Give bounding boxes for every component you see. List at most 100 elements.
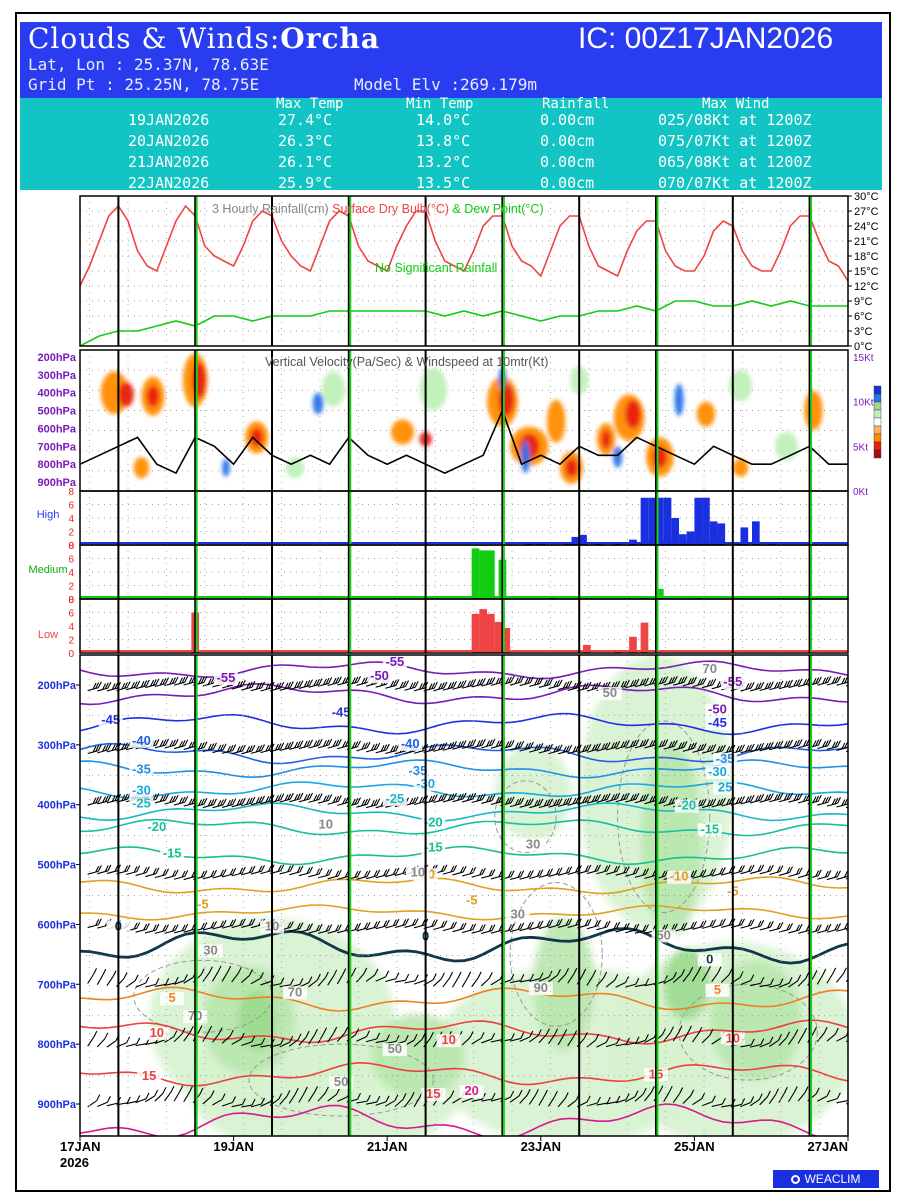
wind-barb bbox=[625, 1036, 640, 1046]
barb-feather bbox=[735, 797, 740, 804]
barb-feather bbox=[226, 799, 231, 807]
barb-feather bbox=[411, 681, 416, 689]
barb-feather bbox=[573, 967, 578, 975]
barb-feather bbox=[313, 740, 318, 747]
barb-feather bbox=[642, 678, 647, 685]
barb-feather bbox=[289, 681, 294, 688]
barb-feather bbox=[498, 870, 503, 878]
vv-cell bbox=[565, 458, 578, 477]
barb-feather bbox=[328, 924, 333, 931]
barb-shaft bbox=[202, 926, 214, 931]
barb-shaft bbox=[634, 683, 646, 688]
wind-barb bbox=[605, 740, 621, 751]
barb-feather bbox=[95, 745, 100, 752]
barb-feather bbox=[354, 923, 359, 931]
barb-shaft bbox=[644, 874, 656, 879]
barb-feather bbox=[793, 1086, 798, 1093]
wind-barb bbox=[788, 923, 803, 934]
barb-shaft bbox=[404, 1097, 412, 1108]
barb-feather bbox=[418, 796, 423, 804]
label-bg bbox=[705, 765, 730, 779]
barb-feather bbox=[92, 682, 97, 690]
barb-feather bbox=[750, 681, 755, 689]
barb-shaft bbox=[615, 745, 627, 750]
barb-feather bbox=[721, 918, 726, 926]
cloud-bar bbox=[502, 628, 511, 653]
barb-feather bbox=[520, 675, 525, 683]
barb-shaft bbox=[279, 870, 291, 875]
vv-cell bbox=[732, 458, 749, 477]
barb-shaft bbox=[826, 1098, 838, 1103]
barb-feather bbox=[181, 796, 186, 804]
wind-barb bbox=[529, 920, 544, 931]
barb-feather bbox=[165, 924, 169, 931]
barb-shaft bbox=[605, 1043, 617, 1048]
barb-shaft bbox=[154, 1039, 166, 1044]
barb-shaft bbox=[817, 875, 829, 880]
wind-barb bbox=[548, 744, 563, 755]
cloud-bar bbox=[613, 650, 622, 653]
barb-feather bbox=[690, 742, 695, 750]
barb-feather bbox=[843, 922, 848, 930]
barb-shaft bbox=[836, 927, 848, 932]
wind-barb bbox=[682, 742, 697, 752]
barb-shaft bbox=[634, 1093, 644, 1102]
barb-shaft bbox=[106, 1040, 117, 1048]
barb-feather bbox=[709, 1028, 714, 1036]
barb-shaft bbox=[221, 873, 233, 878]
wind-barb bbox=[173, 974, 188, 985]
barb-shaft bbox=[221, 924, 233, 929]
wind-barb bbox=[288, 1087, 299, 1104]
barb-feather bbox=[333, 969, 338, 977]
barb-feather bbox=[363, 742, 368, 749]
barb-feather bbox=[767, 793, 772, 801]
barb-feather bbox=[123, 742, 128, 749]
barb-shaft bbox=[452, 871, 464, 876]
barb-feather bbox=[857, 743, 860, 749]
barb-feather bbox=[390, 745, 395, 753]
barb-feather bbox=[568, 680, 573, 687]
wind-barb bbox=[97, 681, 112, 692]
barb-feather bbox=[721, 744, 726, 752]
barb-feather bbox=[632, 679, 637, 686]
barb-feather bbox=[558, 679, 563, 686]
label-bg bbox=[367, 670, 392, 684]
barb-shaft bbox=[625, 983, 637, 988]
barb-feather bbox=[649, 796, 654, 803]
vv-cell bbox=[133, 457, 150, 479]
barb-feather bbox=[421, 744, 426, 752]
barb-shaft bbox=[260, 1101, 271, 1107]
barb-shaft bbox=[769, 927, 781, 932]
wind-barb bbox=[145, 867, 160, 878]
contour-label: -55 bbox=[217, 670, 236, 685]
barb-shaft bbox=[87, 1100, 98, 1108]
wind-barb bbox=[672, 1025, 683, 1042]
barb-feather bbox=[639, 679, 644, 686]
barb-feather bbox=[527, 742, 532, 750]
contour-label: -45 bbox=[708, 715, 727, 730]
wind-barb bbox=[173, 676, 189, 686]
barb-shaft bbox=[375, 1040, 387, 1044]
barb-feather bbox=[603, 865, 608, 872]
barb-shaft bbox=[250, 924, 262, 929]
barb-feather bbox=[363, 967, 368, 975]
barb-feather bbox=[477, 971, 482, 979]
wind-barb bbox=[452, 740, 467, 750]
barb-shaft bbox=[413, 980, 425, 985]
barb-shaft bbox=[135, 1098, 147, 1104]
barb-feather bbox=[462, 680, 467, 687]
wind-barb bbox=[548, 679, 563, 690]
y-tick-label: 15°C bbox=[854, 266, 879, 278]
wind-barb bbox=[173, 1085, 184, 1102]
wind-barb bbox=[471, 924, 486, 934]
wind-barb bbox=[241, 680, 256, 691]
barb-feather bbox=[549, 919, 553, 926]
barb-shaft bbox=[202, 1096, 212, 1105]
barb-feather bbox=[786, 1031, 791, 1039]
barb-shaft bbox=[337, 1096, 348, 1102]
barb-feather bbox=[123, 682, 128, 689]
wind-barb bbox=[509, 675, 525, 686]
barb-feather bbox=[351, 798, 356, 806]
barb-feather bbox=[342, 677, 347, 684]
barb-shaft bbox=[461, 929, 473, 934]
